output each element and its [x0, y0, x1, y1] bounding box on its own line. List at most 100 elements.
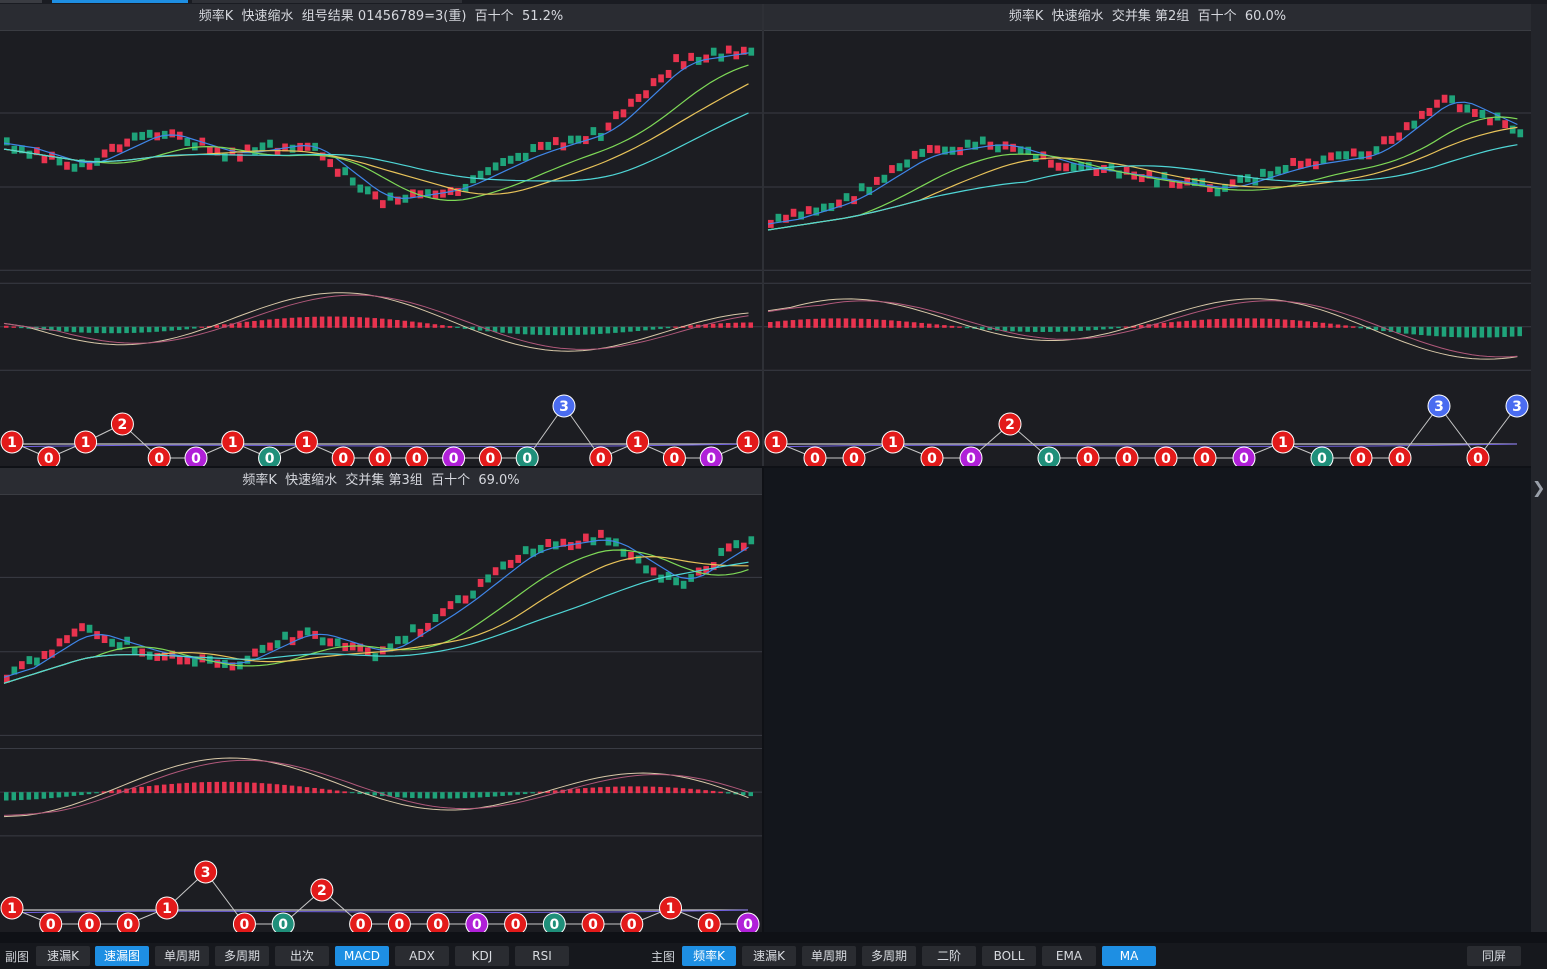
macd-bar [440, 792, 445, 799]
sub-chart-button-1[interactable]: 速漏图 [95, 946, 149, 966]
chart-panel-canvas[interactable]: 1 0 0 0 1 3 0 0 2 0 0 0 0 0 0 0 0 1 0 0 [0, 495, 762, 932]
candle [116, 642, 123, 651]
macd-bar [380, 318, 385, 328]
macd-bar [214, 781, 220, 794]
candle [1328, 152, 1334, 161]
count-ball [542, 912, 566, 932]
chart-panel-canvas[interactable]: 1 0 1 2 0 0 1 0 1 0 0 0 0 0 0 3 0 1 0 0 1 [0, 31, 762, 466]
count-ball [110, 412, 134, 436]
macd-bar [1509, 326, 1515, 337]
macd-bar [866, 319, 871, 328]
macd-bar [613, 786, 618, 794]
macd-bar [911, 322, 917, 328]
macd-bar [673, 787, 678, 794]
macd-bar [274, 784, 280, 794]
main-chart-button-0[interactable]: 频率K [682, 946, 736, 966]
top-tab-1[interactable] [0, 0, 42, 3]
main-chart-button-6[interactable]: EMA [1042, 946, 1096, 966]
macd-bar [1441, 326, 1447, 337]
count-ball-label: 0 [1395, 451, 1405, 466]
macd-bar [1222, 318, 1227, 328]
candle [41, 650, 48, 659]
candle [161, 130, 168, 139]
macd-bar [1184, 320, 1189, 328]
candle [643, 90, 649, 99]
candle [500, 158, 506, 167]
macd-bar [740, 322, 746, 328]
candle [1244, 174, 1251, 183]
candle [1116, 170, 1122, 179]
chevron-right-icon[interactable]: ❯ [1532, 478, 1546, 497]
macd-bar [620, 786, 626, 794]
chart-panel-canvas[interactable]: 1 0 0 1 0 0 2 0 0 0 0 0 0 1 0 0 0 3 0 3 [764, 31, 1531, 466]
sub-chart-button-2[interactable]: 单周期 [155, 946, 209, 966]
candle [1176, 180, 1183, 189]
macd-bar [274, 318, 280, 328]
macd-bar [500, 792, 505, 796]
main-chart-button-1[interactable]: 速漏K [742, 946, 796, 966]
macd-dea-line [767, 300, 1518, 358]
macd-bar [26, 792, 32, 800]
count-ball-label: 0 [1083, 451, 1093, 466]
macd-bar [237, 322, 242, 328]
candle [522, 152, 529, 161]
ma-line [3, 555, 749, 684]
candle [733, 540, 740, 549]
macd-bar [334, 790, 340, 794]
sub-chart-button-8[interactable]: RSI [515, 946, 569, 966]
candle [1403, 122, 1410, 131]
macd-bar [1411, 326, 1416, 335]
sub-chart-button-4[interactable]: 出次 [275, 946, 329, 966]
count-ball [626, 430, 650, 454]
macd-bar [575, 326, 581, 335]
candle [805, 206, 812, 215]
macd-bar [628, 326, 633, 332]
main-chart-button-2[interactable]: 单周期 [802, 946, 856, 966]
macd-bar [447, 326, 453, 328]
candle [289, 144, 296, 153]
candle [1123, 166, 1130, 175]
candle [851, 196, 857, 205]
macd-bar [192, 782, 197, 794]
main-chart-button-7[interactable]: MA [1102, 946, 1156, 966]
sub-chart-button-5[interactable]: MACD [335, 946, 389, 966]
count-ball [552, 394, 576, 418]
candle [507, 559, 514, 568]
right-collapse-bar[interactable]: ❯ [1531, 4, 1547, 932]
candle [169, 129, 176, 138]
sub-chart-button-7[interactable]: KDJ [455, 946, 509, 966]
macd-bar [1010, 326, 1015, 332]
candle [673, 54, 679, 63]
ball-trend-line [773, 443, 1518, 448]
count-ball [998, 412, 1022, 436]
candle [873, 176, 880, 185]
main-chart-button-5[interactable]: BOLL [982, 946, 1036, 966]
candle [919, 148, 926, 157]
candle [725, 543, 732, 552]
top-tab-2[interactable] [52, 0, 188, 3]
candle [372, 191, 379, 200]
macd-bar [410, 792, 415, 798]
sub-chart-button-6[interactable]: ADX [395, 946, 449, 966]
sub-chart-button-3[interactable]: 多周期 [215, 946, 269, 966]
top-tab-3[interactable] [192, 0, 462, 3]
sub-chart-button-0[interactable]: 速漏K [36, 946, 90, 966]
macd-bar [507, 792, 513, 796]
macd-bar [740, 792, 746, 796]
panel-divider[interactable] [762, 4, 764, 466]
candle [19, 145, 25, 154]
main-chart-button-4[interactable]: 二阶 [922, 946, 976, 966]
main-chart-button-3[interactable]: 多周期 [862, 946, 916, 966]
candle [783, 214, 789, 223]
candle [650, 567, 657, 576]
candle [26, 150, 33, 159]
macd-bar [605, 326, 611, 334]
macd-bar [680, 788, 686, 794]
candle [1419, 110, 1425, 119]
candle [896, 163, 903, 172]
candle [184, 137, 191, 146]
macd-bar [56, 326, 62, 332]
candle [613, 111, 619, 120]
fullscreen-button[interactable]: 同屏 [1467, 946, 1521, 966]
candle [1487, 117, 1493, 126]
